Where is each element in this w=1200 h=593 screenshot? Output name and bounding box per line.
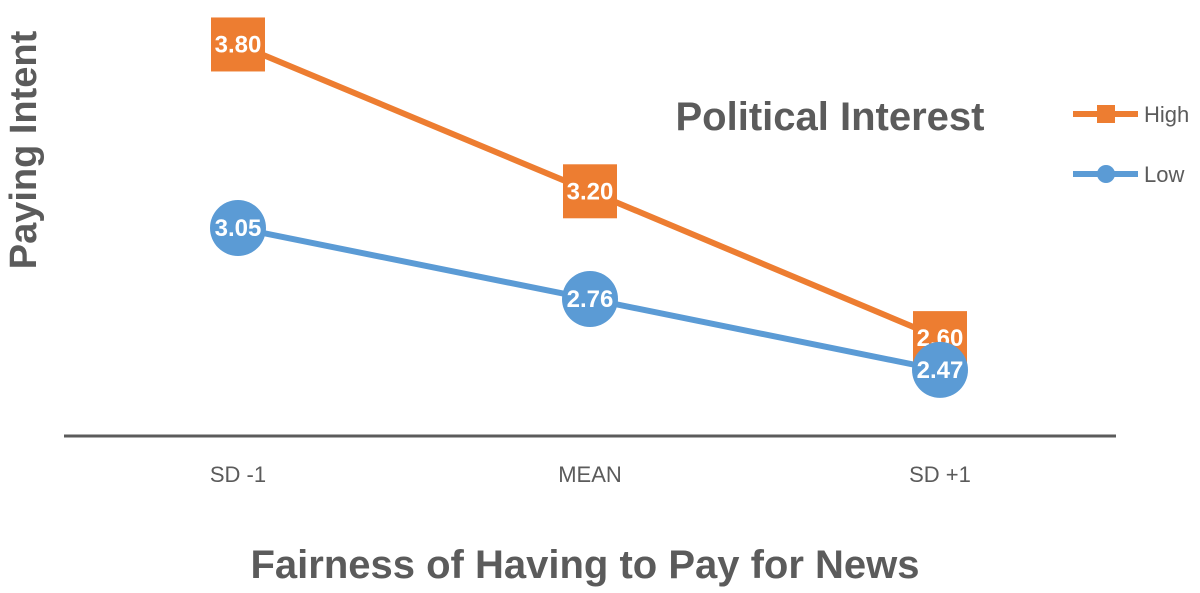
x-axis-title: Fairness of Having to Pay for News — [250, 543, 919, 587]
x-tick-label: MEAN — [558, 462, 622, 487]
data-point-low — [912, 341, 968, 398]
legend-label-low: Low — [1144, 162, 1184, 187]
legend-label-high: High — [1144, 102, 1189, 127]
data-point-high — [563, 164, 617, 219]
x-tick-labels: SD -1 MEAN SD +1 — [210, 462, 971, 487]
data-point-low — [210, 200, 266, 256]
data-point-low — [562, 270, 618, 327]
series-layer: 3.803.202.603.052.762.47 — [210, 17, 968, 398]
data-label-high: 3.80 — [215, 31, 262, 58]
x-tick-label: SD +1 — [909, 462, 971, 487]
y-axis-title: Paying Intent — [3, 30, 45, 269]
legend-marker-low — [1097, 165, 1115, 183]
legend: High Low — [1073, 102, 1189, 187]
legend-marker-high — [1097, 105, 1115, 123]
legend-title: Political Interest — [676, 95, 985, 139]
data-label-low: 2.76 — [567, 286, 614, 313]
data-point-high — [211, 17, 265, 72]
data-label-low: 3.05 — [215, 215, 262, 242]
data-label-high: 3.20 — [567, 178, 614, 205]
data-label-low: 2.47 — [917, 357, 964, 384]
x-tick-label: SD -1 — [210, 462, 266, 487]
